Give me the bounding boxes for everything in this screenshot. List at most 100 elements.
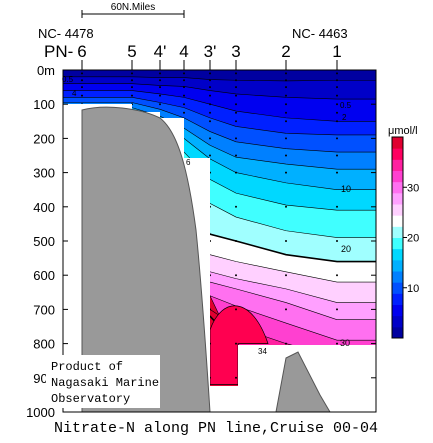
- colorbar-cell: [392, 170, 403, 183]
- note-background: [46, 355, 160, 408]
- colorbar-cell: [392, 293, 403, 305]
- sample-point: [235, 120, 237, 123]
- sample-point: [235, 308, 237, 311]
- contour-label: 30: [340, 338, 350, 348]
- colorbar: μmol/l 10 20 30: [388, 125, 419, 339]
- sample-point: [183, 79, 185, 82]
- sample-point: [235, 137, 237, 140]
- sample-point: [159, 103, 161, 106]
- station-guides: [81, 60, 338, 70]
- sample-point: [209, 137, 211, 140]
- contour-line: [63, 83, 376, 100]
- sample-point: [235, 154, 237, 157]
- sample-point: [285, 94, 287, 97]
- sample-point: [131, 79, 133, 82]
- contour-label: 20: [341, 244, 351, 254]
- sample-point: [209, 94, 211, 97]
- sample-point: [336, 342, 338, 345]
- sample-point: [159, 72, 161, 75]
- sample-point: [235, 72, 237, 75]
- depth-tick-label: 600: [33, 268, 55, 283]
- depth-tick-label: 500: [33, 234, 55, 249]
- colorbar-tick-label: 10: [407, 283, 419, 295]
- sample-point: [285, 274, 287, 277]
- depth-tick-label: 200: [33, 131, 55, 146]
- sample-point: [285, 120, 287, 123]
- colorbar-cell: [392, 192, 403, 205]
- sample-point: [285, 205, 287, 208]
- high-concentration-core: [209, 305, 269, 385]
- sample-point: [183, 103, 185, 106]
- sample-point: [336, 274, 338, 277]
- depth-tick-label: 700: [33, 302, 55, 317]
- colorbar-cell: [392, 215, 403, 227]
- contour-line: [63, 97, 376, 136]
- note-line: Observatory: [51, 392, 130, 406]
- sample-point: [209, 79, 211, 82]
- sample-point: [285, 137, 287, 140]
- station-id-left: NC- 4478: [38, 26, 94, 41]
- colorbar-cell: [392, 226, 403, 238]
- sample-point: [235, 111, 237, 114]
- station-label: 5: [127, 42, 136, 61]
- sample-point: [235, 79, 237, 82]
- depth-tick-label: 1000: [26, 405, 55, 420]
- sample-point: [285, 308, 287, 311]
- colorbar-unit: μmol/l: [388, 125, 418, 137]
- colorbar-cells: [392, 137, 403, 339]
- sample-point: [209, 120, 211, 123]
- scale-bar: 60N.Miles: [81, 2, 185, 18]
- colorbar-cell: [392, 326, 403, 339]
- sample-point: [159, 94, 161, 97]
- sample-point: [235, 274, 237, 277]
- sample-point: [336, 120, 338, 123]
- depth-tick-label: 300: [33, 166, 55, 181]
- contour-label: 2: [342, 113, 347, 122]
- sample-point: [285, 342, 287, 345]
- contour-label: 10: [341, 184, 351, 194]
- sample-point: [336, 72, 338, 75]
- contour-value-labels: 0.5 4 0.5 2 6 10 20 30 34: [62, 75, 352, 356]
- contour-line: [63, 102, 376, 153]
- contour-label: 4: [72, 89, 77, 98]
- station-label: 3: [231, 42, 240, 61]
- sample-point: [235, 376, 237, 379]
- sample-point: [209, 154, 211, 157]
- station-label: 4: [179, 42, 188, 61]
- sample-point: [235, 94, 237, 97]
- chart-title: Nitrate-N along PN line,Cruise 00-04: [54, 420, 378, 437]
- sample-point: [235, 86, 237, 89]
- colorbar-cell: [392, 282, 403, 294]
- station-id-right: NC- 4463: [292, 26, 348, 41]
- sample-point: [131, 72, 133, 75]
- sample-point: [336, 171, 338, 174]
- sample-point: [209, 103, 211, 106]
- sample-point: [336, 240, 338, 242]
- sample-point: [285, 86, 287, 89]
- station-label: 2: [281, 42, 290, 61]
- colorbar-cell: [392, 248, 403, 261]
- sample-point: [235, 240, 237, 242]
- sample-point: [336, 103, 338, 106]
- note-line: Nagasaki Marine: [51, 376, 159, 390]
- colorbar-cell: [392, 148, 403, 160]
- sample-point: [336, 154, 338, 157]
- sample-point: [336, 205, 338, 208]
- colorbar-cell: [392, 304, 403, 317]
- sample-point: [159, 79, 161, 82]
- depth-tick-label: 800: [33, 337, 55, 352]
- station-label: 1: [332, 42, 341, 61]
- sample-point: [131, 94, 133, 97]
- colorbar-cell: [392, 204, 403, 216]
- sample-point: [235, 205, 237, 208]
- sample-point: [209, 86, 211, 89]
- colorbar-cell: [392, 271, 403, 283]
- sample-point: [285, 154, 287, 157]
- sample-point: [336, 137, 338, 140]
- note-box: Product of Nagasaki Marine Observatory: [46, 355, 160, 408]
- sample-point: [285, 72, 287, 75]
- sample-point: [81, 72, 83, 75]
- contour-label: 0.5: [340, 101, 352, 110]
